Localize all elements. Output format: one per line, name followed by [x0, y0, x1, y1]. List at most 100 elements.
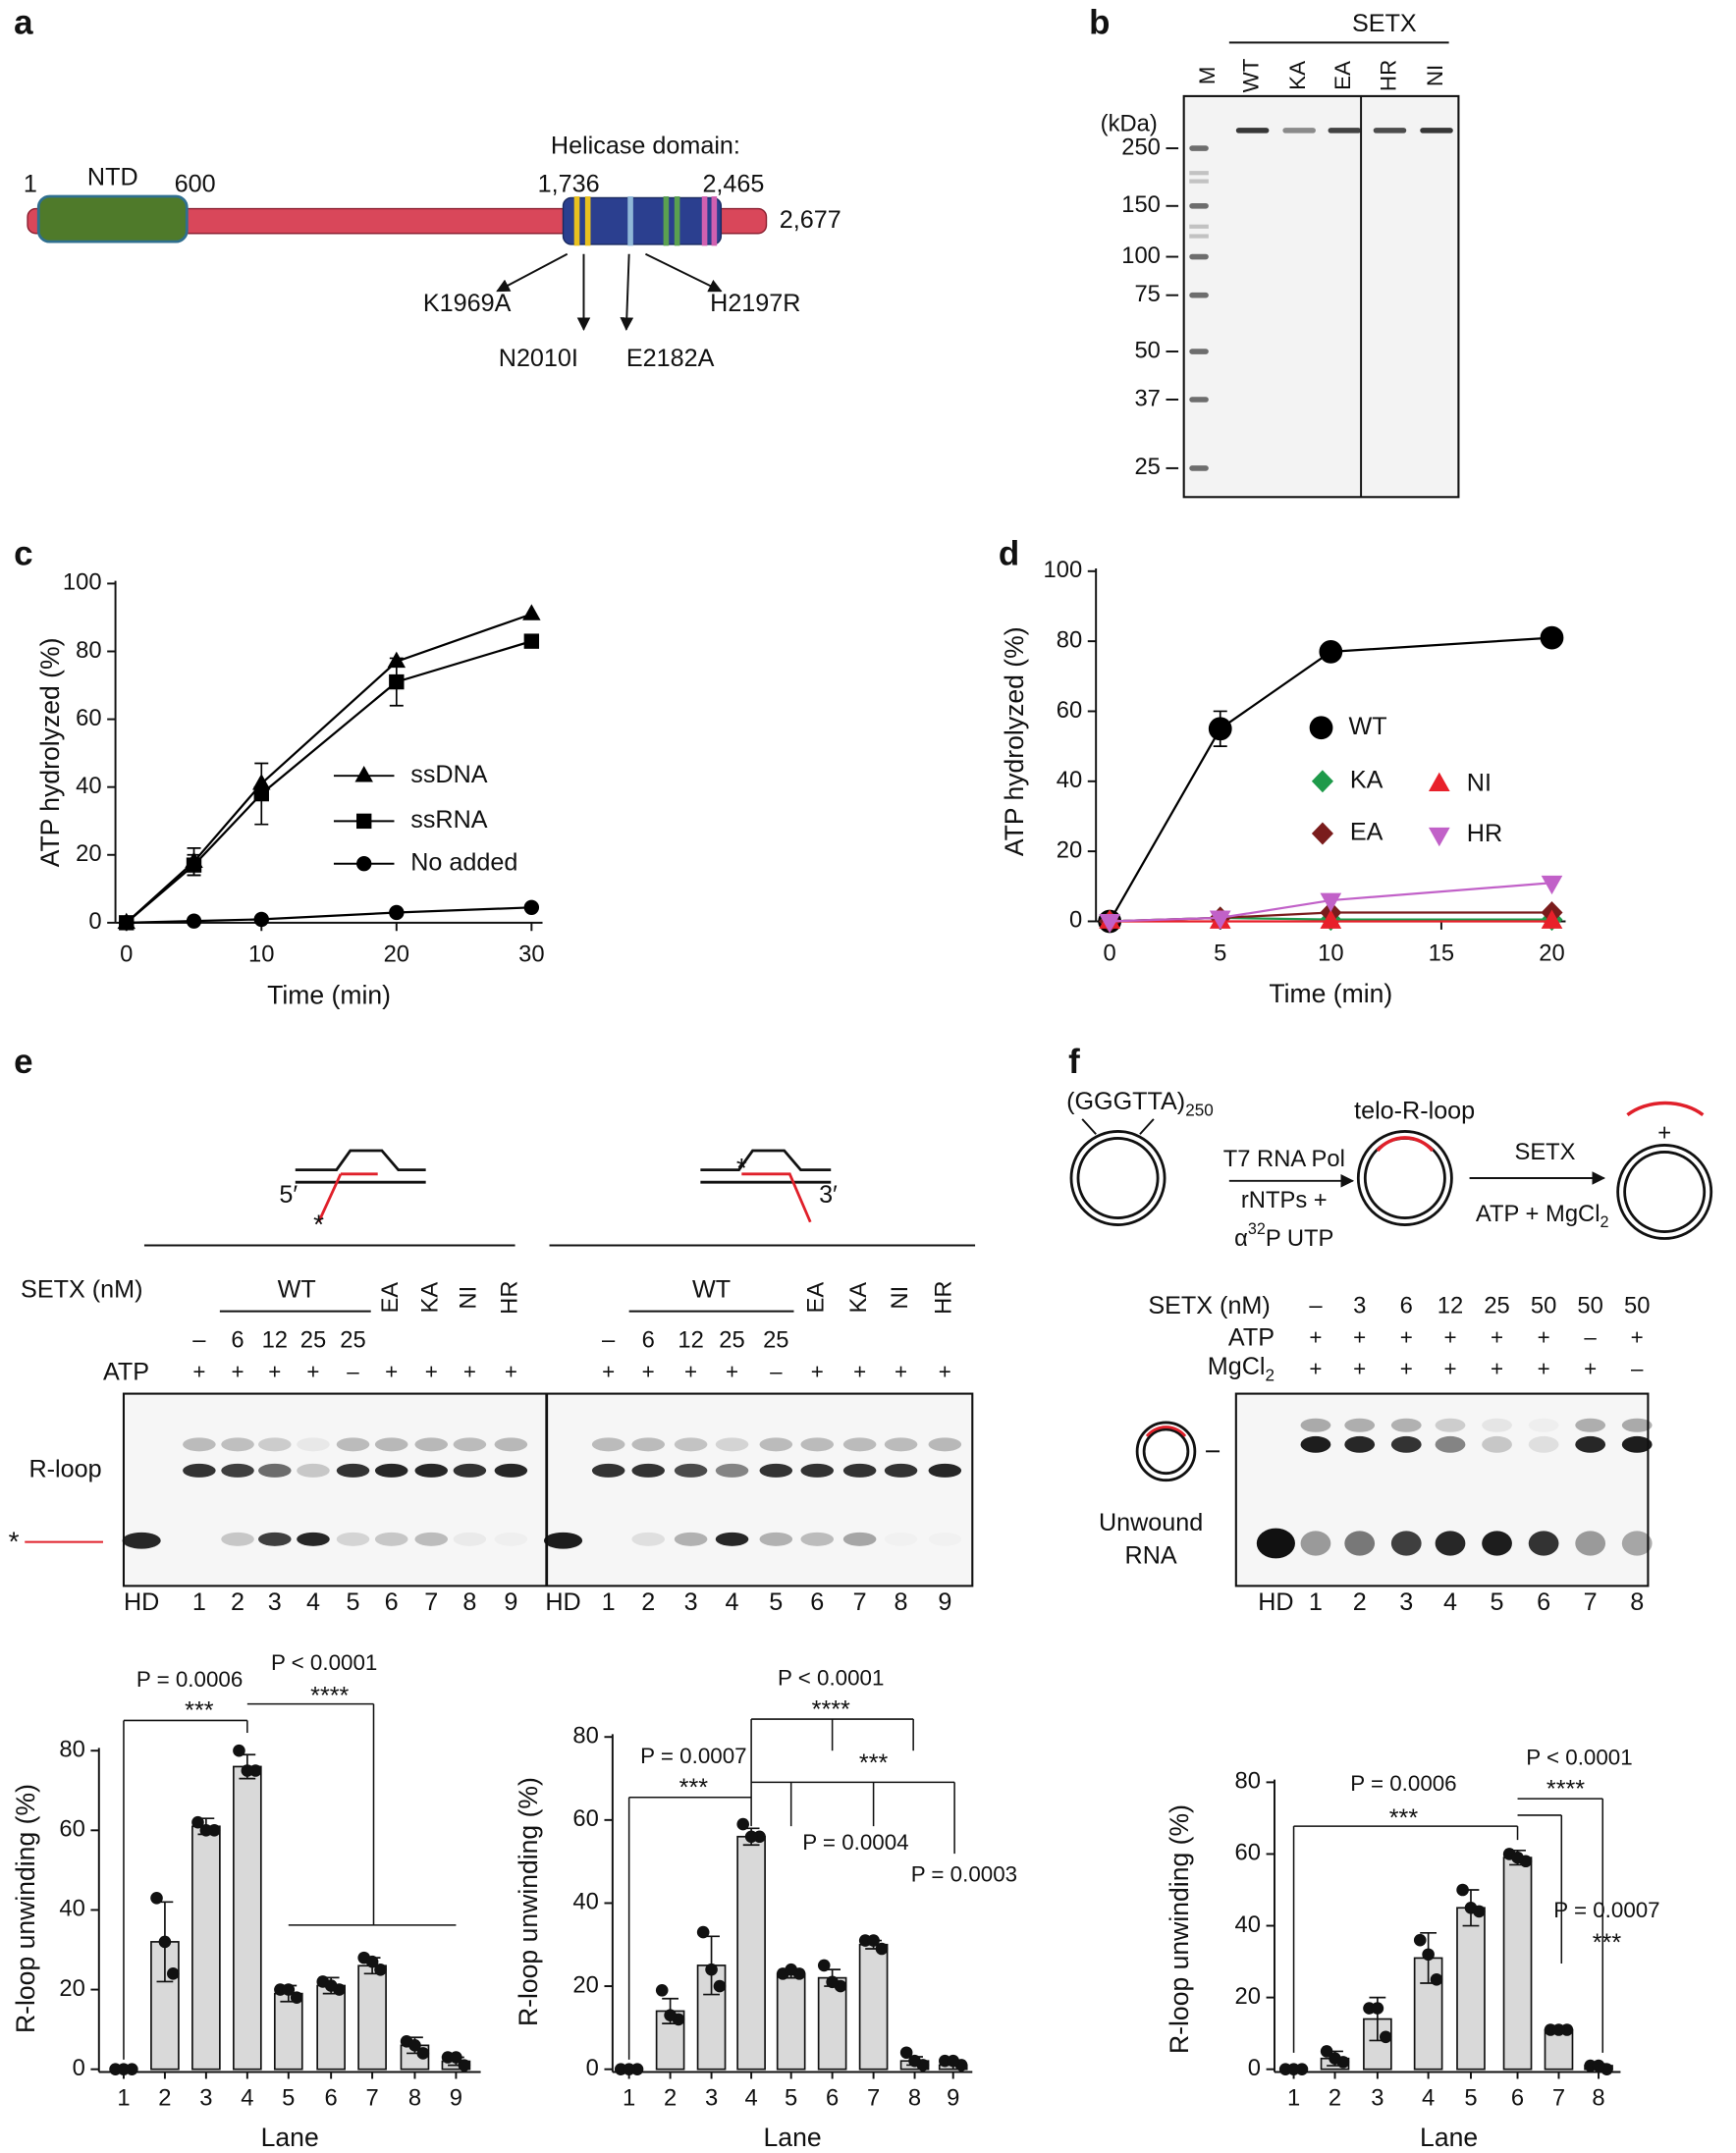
x-tick-label: 8	[408, 2085, 421, 2112]
gel-band	[884, 1463, 918, 1478]
label: WT	[278, 1275, 316, 1303]
label: +	[1657, 1120, 1671, 1147]
significance-label: P = 0.0007	[640, 1744, 746, 1768]
gel-band	[759, 1463, 793, 1478]
arrow	[644, 252, 723, 293]
x-tick-label: 7	[1552, 2085, 1565, 2112]
gel-band	[715, 1532, 749, 1546]
gel-band	[928, 1463, 962, 1478]
legend-label: No added	[410, 848, 517, 876]
gel-band	[414, 1463, 449, 1478]
lane-label: 1	[602, 1588, 616, 1616]
label: HD	[1258, 1588, 1293, 1616]
label: NI	[1423, 65, 1447, 86]
label: 1	[24, 170, 37, 197]
script-text: 2	[1265, 1366, 1275, 1384]
label: +	[1309, 1325, 1322, 1350]
marker	[186, 857, 202, 873]
x-tick-label: 15	[1429, 940, 1454, 966]
y-tick-label: 40	[1057, 767, 1082, 793]
replicate-point	[450, 2051, 462, 2064]
label: EA	[1330, 61, 1355, 90]
y-tick-label: 20	[76, 840, 101, 867]
gel-band	[1300, 1418, 1331, 1432]
gel-band	[297, 1463, 330, 1478]
label: 25	[1484, 1293, 1509, 1319]
label: +	[853, 1360, 866, 1384]
marker	[1319, 639, 1343, 664]
lane-label: 4	[1443, 1588, 1457, 1616]
motif-stripe	[627, 195, 633, 246]
y-tick-label: 0	[73, 2055, 85, 2081]
label: ATP	[103, 1358, 149, 1385]
replicate-point	[817, 1959, 831, 1972]
lane-label: 2	[641, 1588, 655, 1616]
replicate-point	[324, 1979, 338, 1992]
gel-band	[674, 1463, 708, 1478]
marker	[356, 856, 372, 872]
marker	[522, 604, 541, 620]
y-tick-label: 80	[1235, 1768, 1261, 1795]
label: –	[1584, 1325, 1597, 1350]
x-axis-label: Lane	[764, 2123, 822, 2152]
lane-label: 1	[192, 1588, 206, 1616]
label: SETX	[1352, 10, 1417, 37]
legend-label: ssRNA	[410, 806, 487, 834]
label: –	[192, 1327, 206, 1354]
marker	[1320, 892, 1342, 912]
plasmid	[1356, 1130, 1453, 1226]
label: 50	[1531, 1293, 1556, 1319]
rna-strand	[1626, 1101, 1705, 1117]
marker	[1309, 716, 1333, 740]
text-part: α	[1234, 1225, 1248, 1252]
label: α32P UTP	[1234, 1220, 1333, 1252]
label: –	[602, 1327, 616, 1354]
replicate-point	[875, 1942, 889, 1956]
label: 12	[262, 1327, 288, 1354]
label: E2182A	[626, 345, 715, 372]
x-axis-label: Time (min)	[1269, 979, 1392, 1008]
panel-label: e	[14, 1043, 32, 1081]
plasmid	[1069, 1130, 1166, 1226]
label: SETX	[1514, 1139, 1575, 1165]
bar	[736, 1835, 766, 2071]
gel-band	[800, 1463, 835, 1478]
label: +	[505, 1360, 517, 1384]
significance-label: P = 0.0006	[136, 1667, 243, 1692]
x-tick-label: 9	[450, 2085, 462, 2112]
label: +	[726, 1360, 738, 1384]
label: +	[895, 1360, 907, 1384]
significance-label: P = 0.0004	[802, 1830, 908, 1855]
rna-strand	[1376, 1136, 1435, 1153]
marker	[253, 911, 269, 928]
gel-band	[494, 1463, 528, 1478]
y-tick-label: 40	[572, 1889, 598, 1915]
x-tick-label: 4	[745, 2085, 758, 2112]
label: +	[1491, 1325, 1503, 1350]
gel-band	[842, 1463, 877, 1478]
ladder-band	[1189, 179, 1209, 184]
label: +	[425, 1360, 438, 1384]
script-text: 2	[1600, 1213, 1609, 1231]
replicate-point	[867, 1934, 880, 1947]
label: WT	[1239, 58, 1264, 92]
marker	[1541, 909, 1563, 929]
helicase-domain	[562, 196, 723, 245]
gel-band	[374, 1463, 408, 1478]
y-tick-label: 20	[572, 1971, 598, 1998]
replicate-point	[655, 1984, 669, 1997]
marker	[186, 913, 202, 929]
y-tick-label: 60	[572, 1805, 598, 1832]
replicate-point	[365, 1955, 379, 1968]
replicate-point	[1464, 1901, 1478, 1914]
replicate-point	[664, 2009, 677, 2021]
replicate-point	[1287, 2063, 1300, 2075]
gel-band	[759, 1437, 793, 1452]
x-tick-label: 3	[705, 2085, 718, 2112]
gel-band	[842, 1437, 877, 1452]
replicate-point	[374, 1963, 387, 1976]
motif-stripe	[711, 195, 718, 246]
label: +	[811, 1360, 824, 1384]
y-tick-label: 60	[1057, 697, 1082, 724]
gel-band	[591, 1437, 625, 1452]
